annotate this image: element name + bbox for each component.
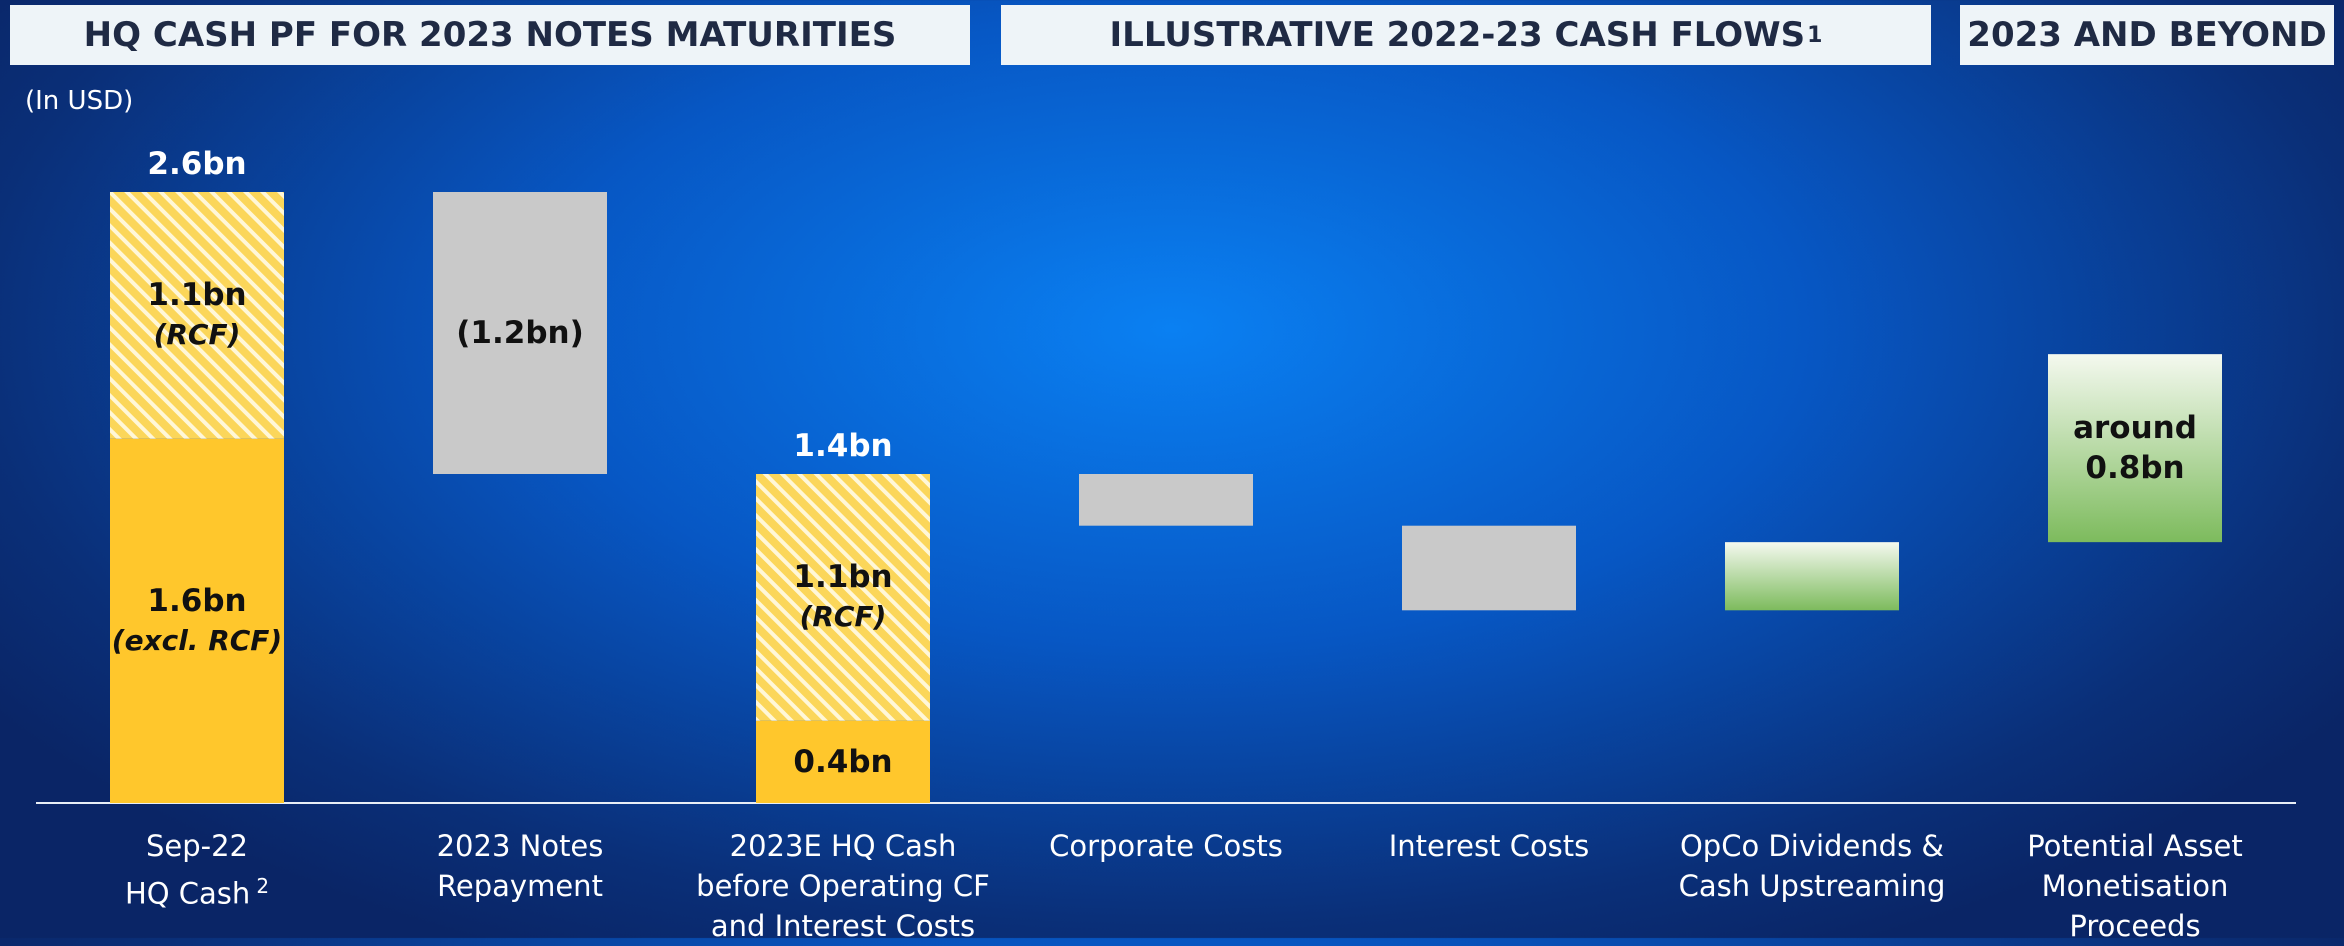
bar xyxy=(1725,542,1899,611)
footnote-marker: 1 xyxy=(1807,22,1823,48)
section-header: 2023 AND BEYOND xyxy=(1960,5,2334,65)
category-text: Corporate Costs xyxy=(1049,829,1283,863)
category-text: Potential Asset Monetisation Proceeds xyxy=(2027,829,2243,943)
value-label: 1.4bn xyxy=(793,428,893,464)
value-label: 0.4bn xyxy=(793,743,893,780)
bar xyxy=(433,192,607,474)
value-label: 1.6bn xyxy=(147,582,247,619)
category-text: Sep-22 HQ Cash xyxy=(124,829,251,911)
bar-segment xyxy=(756,720,930,803)
category-text: OpCo Dividends & Cash Upstreaming xyxy=(1678,829,1946,903)
value-label: (1.2bn) xyxy=(456,315,584,351)
value-label: 1.1bn xyxy=(147,277,247,314)
label-note: (excl. RCF) xyxy=(111,623,283,657)
footnote-marker: 2 xyxy=(256,874,270,898)
value-label: around 0.8bn xyxy=(2073,410,2197,487)
bar-segment xyxy=(110,438,284,803)
x-tick-label: Corporate Costs xyxy=(1006,826,1326,866)
header-text: ILLUSTRATIVE 2022-23 CASH FLOWS xyxy=(1109,15,1806,55)
x-tick-label: Sep-22 HQ Cash 2 xyxy=(37,826,357,914)
x-tick-label: 2023E HQ Cash before Operating CF and In… xyxy=(683,826,1003,946)
value-label: 2.6bn xyxy=(147,146,247,182)
bar-segment xyxy=(756,474,930,721)
header-text: HQ CASH PF FOR 2023 NOTES MATURITIES xyxy=(83,15,897,55)
x-tick-label: OpCo Dividends & Cash Upstreaming xyxy=(1652,826,1972,906)
x-tick-label: 2023 Notes Repayment xyxy=(360,826,680,906)
label-note: (RCF) xyxy=(153,318,241,352)
x-tick-label: Potential Asset Monetisation Proceeds xyxy=(1975,826,2295,946)
category-text: 2023E HQ Cash before Operating CF and In… xyxy=(696,829,990,943)
data-label: around 0.8bn xyxy=(2073,408,2197,488)
data-label: 1.6bn (excl. RCF) xyxy=(112,581,282,661)
value-label: 1.1bn xyxy=(793,559,893,596)
bar-segment xyxy=(110,192,284,439)
header-text: 2023 AND BEYOND xyxy=(1967,15,2327,55)
section-header: ILLUSTRATIVE 2022-23 CASH FLOWS 1 xyxy=(1001,5,1931,65)
section-header: HQ CASH PF FOR 2023 NOTES MATURITIES xyxy=(10,5,970,65)
bar xyxy=(1079,474,1253,526)
category-text: 2023 Notes Repayment xyxy=(436,829,604,903)
unit-note: (In USD) xyxy=(25,86,134,116)
data-label: (1.2bn) xyxy=(456,313,584,353)
category-text: Interest Costs xyxy=(1388,829,1590,863)
bar xyxy=(2048,354,2222,543)
bar xyxy=(1402,525,1576,611)
data-label: 1.4bn xyxy=(793,426,892,466)
data-label: 1.1bn (RCF) xyxy=(793,557,892,637)
data-label: 1.1bn (RCF) xyxy=(147,275,246,355)
label-note: (RCF) xyxy=(799,600,887,634)
data-label: 2.6bn xyxy=(147,144,246,184)
data-label: 0.4bn xyxy=(793,742,892,782)
x-tick-label: Interest Costs xyxy=(1329,826,1649,866)
